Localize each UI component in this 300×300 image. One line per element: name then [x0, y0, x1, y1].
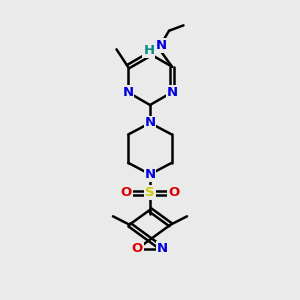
Text: O: O [120, 186, 132, 200]
Text: O: O [132, 242, 143, 255]
Text: N: N [144, 116, 156, 130]
Text: N: N [122, 86, 134, 99]
Text: S: S [145, 186, 155, 200]
Text: H: H [143, 44, 155, 57]
Text: O: O [168, 186, 180, 200]
Text: N: N [144, 168, 156, 181]
Text: N: N [157, 242, 168, 255]
Text: N: N [155, 39, 167, 52]
Text: N: N [167, 86, 178, 99]
